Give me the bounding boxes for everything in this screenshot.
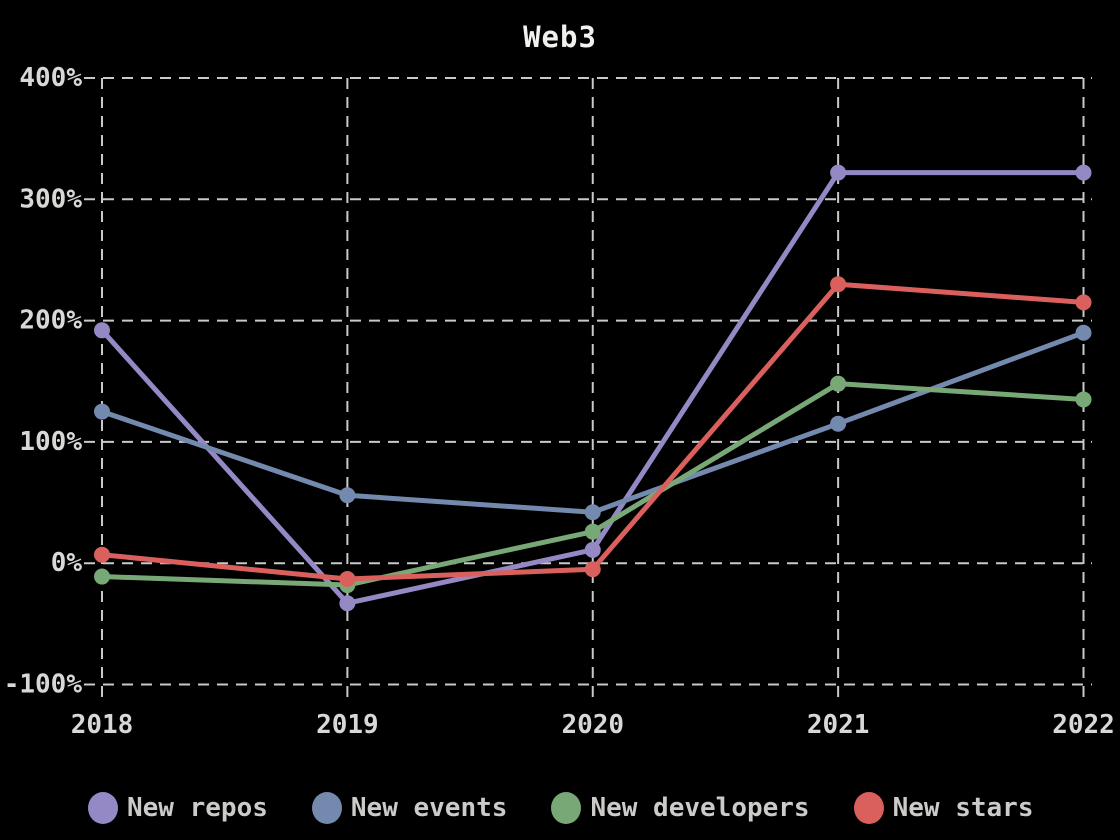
legend-label-new-repos: New repos (127, 793, 268, 823)
y-tick-label: -100% (4, 670, 83, 700)
data-point-new-developers (1075, 391, 1092, 408)
data-point-new-stars (94, 546, 110, 563)
x-tick-label: 2018 (71, 710, 134, 740)
legend-label-new-developers: New developers (590, 793, 810, 823)
data-point-new-stars (339, 570, 356, 587)
data-point-new-events (830, 415, 847, 432)
data-point-new-repos (830, 164, 847, 181)
chart-title: Web3 (523, 20, 597, 54)
y-tick-label: 0% (51, 548, 83, 578)
legend-item-new-events[interactable]: New events (311, 792, 508, 824)
legend-item-new-stars[interactable]: New stars (853, 792, 1034, 824)
x-tick-label: 2021 (807, 710, 870, 740)
data-point-new-events (339, 487, 356, 504)
data-point-new-repos (1075, 164, 1092, 181)
data-point-new-events (94, 403, 110, 420)
data-point-new-repos (94, 322, 110, 339)
y-tick-label: 100% (19, 427, 82, 457)
x-tick-label: 2022 (1052, 710, 1115, 740)
data-point-new-developers (94, 568, 110, 585)
legend-marker-circle-new-repos (88, 792, 118, 824)
legend-marker-circle-new-developers (551, 792, 582, 824)
y-tick-label: 300% (19, 184, 82, 214)
legend: New repos New events New developers New sta… (88, 788, 1078, 828)
legend-item-new-repos[interactable]: New repos (88, 792, 268, 824)
data-point-new-repos (584, 541, 601, 558)
data-point-new-developers (830, 375, 847, 392)
x-tick-label: 2020 (561, 710, 624, 740)
y-tick-label: 200% (19, 306, 82, 336)
y-tick-label: 400% (19, 63, 82, 93)
data-point-new-stars (1075, 294, 1092, 311)
x-tick-label: 2019 (316, 710, 379, 740)
legend-label-new-stars: New stars (892, 793, 1034, 823)
data-point-new-events (1075, 324, 1092, 341)
data-point-new-developers (584, 523, 601, 540)
legend-marker-circle-new-stars (853, 792, 884, 824)
legend-marker-circle-new-events (311, 792, 342, 824)
data-point-new-stars (830, 276, 847, 293)
legend-label-new-events: New events (350, 793, 508, 823)
legend-item-new-developers[interactable]: New developers (551, 792, 810, 824)
data-point-new-events (584, 504, 601, 521)
data-point-new-stars (584, 561, 601, 578)
data-point-new-repos (339, 595, 356, 612)
